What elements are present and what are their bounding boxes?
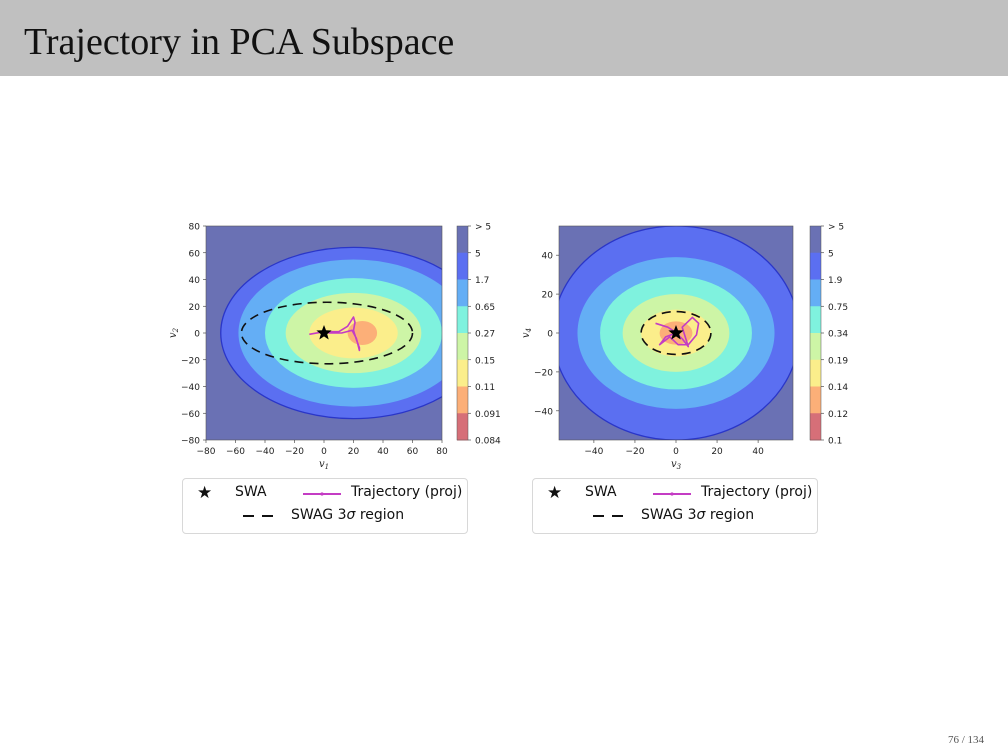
plot-area	[206, 226, 442, 440]
colorbar-label: 0.27	[475, 330, 495, 340]
y-axis-label: v4	[521, 328, 533, 338]
colorbar-band	[457, 252, 468, 280]
contour-chart-left: −80 −60 −40 −20 0 20 40 60 80806040200−20−40−60−…	[168, 223, 501, 472]
legend-right: ★ SWA Trajectory (proj) SWAG 3σ region	[532, 478, 818, 534]
contour-chart-right: −40 −20 0 20 40 40 20 0 −20 −40 v3 v4 > 5 5 1.9 0.75 0.3…	[521, 223, 848, 472]
colorbar-label: 0.084	[475, 437, 501, 447]
colorbar-band	[457, 279, 468, 307]
y-tick-label: 80	[189, 223, 201, 233]
page-number: 76 / 134	[947, 734, 984, 746]
colorbar-band	[457, 386, 468, 414]
colorbar-band	[810, 252, 821, 280]
colorbar-band	[810, 386, 821, 414]
swa-star-marker	[316, 325, 332, 340]
colorbar-label: > 5	[475, 223, 491, 233]
colorbar-label: 0.091	[475, 410, 501, 420]
x-tick-label: −20	[625, 447, 644, 457]
colorbar-label: 0.75	[828, 303, 848, 313]
x-tick-label: −40	[256, 447, 275, 457]
colorbar-label: > 5	[828, 223, 844, 233]
dashed-line-icon	[243, 515, 281, 517]
legend-trajectory-label: Trajectory (proj)	[351, 484, 463, 500]
trajectory-line	[309, 316, 361, 352]
swa-star-marker	[668, 325, 684, 340]
colorbar-label: 1.7	[475, 276, 489, 286]
y-tick-label: 20	[542, 291, 554, 301]
y-tick-label: 40	[189, 276, 201, 286]
swag-3sigma-ellipse	[240, 301, 414, 365]
colorbar-label: 0.15	[475, 356, 495, 366]
contour-level-6	[347, 320, 378, 346]
y-tick-label: −20	[181, 356, 200, 366]
x-tick-label: 20	[348, 447, 360, 457]
swa-star-icon: ★	[547, 483, 563, 503]
colorbar-band	[457, 333, 468, 361]
contour-figure-right: −40 −20 0 20 40 40 20 0 −20 −40 v3 v4 > 5 5 1.9 0.75 0.3…	[514, 214, 854, 536]
trajectory-line-icon	[303, 492, 341, 496]
colorbar-label: 5	[828, 249, 834, 259]
x-tick-label: 40	[752, 447, 764, 457]
contour-figure-left: −80 −60 −40 −20 0 20 40 60 80 80 60 40 20 0 −20 −40 −60−…	[164, 214, 504, 536]
colorbar-band	[457, 226, 468, 254]
colorbar-band	[810, 413, 821, 441]
x-tick-label: 40	[377, 447, 389, 457]
x-tick-label: −80	[197, 447, 216, 457]
y-tick-label: −60	[181, 410, 200, 420]
legend-left: ★ SWA Trajectory (proj) SWAG 3σ region	[182, 478, 468, 534]
y-tick-label: 0	[194, 330, 200, 340]
y-tick-label: −80	[181, 437, 200, 447]
x-tick-label: 60	[407, 447, 419, 457]
colorbar-band	[457, 359, 468, 387]
y-axis-label-subscript: 2	[172, 327, 180, 333]
y-tick-label: 20	[189, 303, 201, 313]
y-tick-label: 60	[189, 249, 201, 259]
x-axis-label-subscript: 1	[325, 463, 329, 471]
swa-star-icon: ★	[197, 483, 213, 503]
colorbar-label: 5	[475, 249, 481, 259]
dashed-line-icon	[593, 515, 631, 517]
colorbar-label: 0.19	[828, 356, 848, 366]
x-tick-label: 0	[321, 447, 327, 457]
colorbar-band	[457, 413, 468, 441]
y-tick-label: −40	[534, 407, 553, 417]
x-axis-label: v3	[671, 459, 682, 471]
title-bar: Trajectory in PCA Subspace	[0, 0, 1008, 76]
y-axis-label: v2	[168, 327, 180, 338]
x-tick-label: −20	[285, 447, 304, 457]
legend-swag-label: SWAG 3σ region	[291, 507, 405, 523]
colorbar-label: 0.1	[828, 437, 842, 447]
x-tick-label: 20	[711, 447, 723, 457]
y-tick-label: 40	[542, 252, 554, 262]
x-axis-label: v1	[319, 459, 329, 471]
colorbar-label: 0.12	[828, 410, 848, 420]
legend-swa-label: SWA	[235, 484, 267, 500]
colorbar-band	[810, 306, 821, 334]
x-tick-label: −60	[226, 447, 245, 457]
colorbar-band	[457, 306, 468, 334]
trajectory-line-icon	[653, 492, 691, 496]
swag-3sigma-ellipse	[640, 310, 712, 356]
legend-swa-label: SWA	[585, 484, 617, 500]
colorbar-band	[810, 333, 821, 361]
legend-swag-label: SWAG 3σ region	[641, 507, 755, 523]
colorbar-label: 1.9	[828, 276, 843, 286]
colorbar-label: 0.34	[828, 330, 848, 340]
colorbar-band	[810, 226, 821, 254]
x-tick-label: 0	[673, 447, 679, 457]
y-tick-label: 0	[547, 330, 553, 340]
x-axis-label-subscript: 3	[677, 463, 682, 471]
x-tick-label: −40	[584, 447, 603, 457]
colorbar-label: 0.14	[828, 383, 848, 393]
y-tick-label: −20	[534, 368, 553, 378]
colorbar-label: 0.11	[475, 383, 495, 393]
plot-area	[559, 226, 793, 440]
y-axis-label-subscript: 4	[525, 328, 533, 333]
x-tick-label: 80	[436, 447, 448, 457]
colorbar-band	[810, 279, 821, 307]
colorbar-label: 0.65	[475, 303, 495, 313]
slide-title: Trajectory in PCA Subspace	[24, 21, 455, 63]
legend-trajectory-label: Trajectory (proj)	[701, 484, 813, 500]
colorbar-band	[810, 359, 821, 387]
y-tick-label: −40	[181, 383, 200, 393]
